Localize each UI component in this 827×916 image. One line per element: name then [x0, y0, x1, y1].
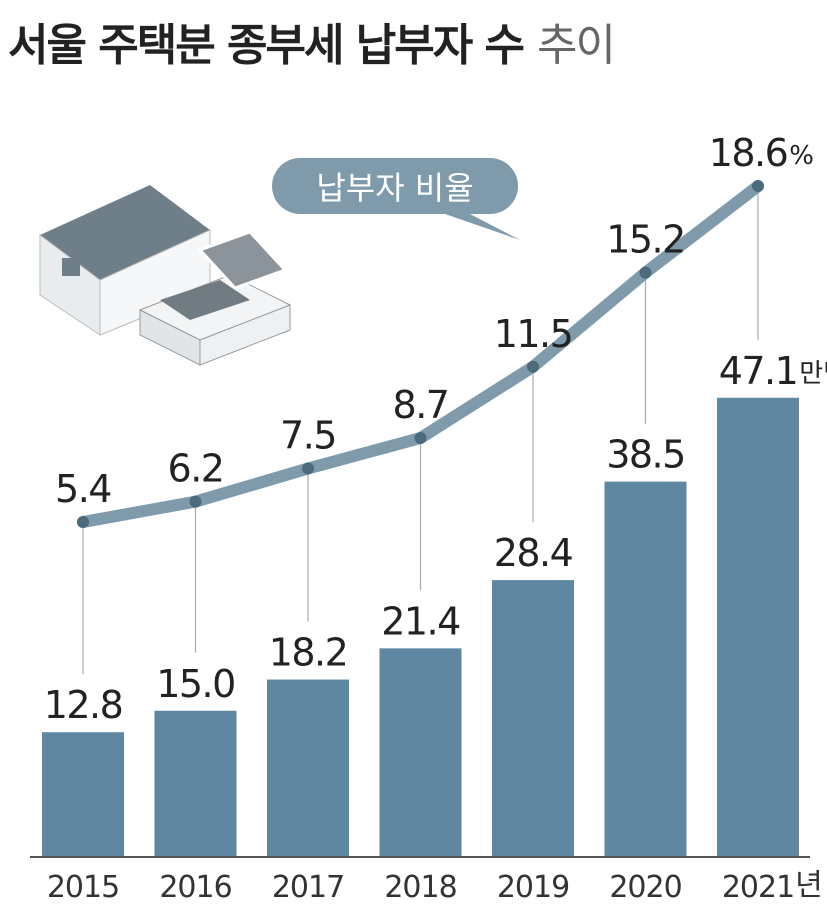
value-label: 21.4	[381, 599, 460, 643]
legend-label: 납부자 비율	[316, 169, 473, 207]
bar	[379, 648, 462, 857]
unit-label: %	[789, 141, 814, 171]
marker	[414, 432, 427, 445]
value-label: 8.7	[393, 383, 449, 427]
x-tick-label: 2016	[159, 870, 231, 905]
value-label: 12.8	[44, 683, 123, 727]
x-tick-label: 2019	[497, 870, 569, 905]
marker	[527, 360, 539, 373]
x-unit-label: 년	[795, 868, 822, 903]
value-label: 11.5	[494, 312, 573, 356]
value-label: 15.0	[156, 662, 235, 706]
value-label: 18.2	[269, 631, 348, 675]
value-label: 5.4	[55, 467, 111, 511]
value-label: 28.4	[494, 531, 573, 575]
chart-title: 서울 주택분 종부세 납부자 수	[8, 20, 524, 71]
value-label: 38.5	[606, 433, 685, 477]
marker	[752, 180, 764, 193]
legend-line: 납부자 비율	[272, 158, 520, 240]
bar	[717, 397, 799, 857]
x-tick-label: 2018	[384, 870, 456, 905]
bar	[492, 580, 574, 857]
bar	[604, 481, 687, 857]
value-label: 47.1	[719, 349, 798, 393]
value-label: 6.2	[168, 447, 224, 491]
bar	[42, 732, 124, 857]
bar	[154, 710, 237, 857]
value-label: 7.5	[280, 414, 336, 458]
chart-title-tail: 추이	[537, 20, 614, 71]
marker	[189, 495, 202, 508]
x-tick-label: 2020	[609, 870, 681, 905]
unit-label: 만명	[799, 359, 827, 389]
house-illustration	[39, 185, 292, 366]
x-tick-label: 2015	[47, 870, 119, 905]
value-label: 18.6	[709, 131, 788, 175]
marker	[302, 462, 314, 475]
value-label: 15.2	[606, 218, 685, 262]
marker	[77, 516, 89, 528]
marker	[639, 266, 652, 279]
bar	[267, 679, 349, 857]
x-tick-label: 2017	[272, 870, 344, 905]
x-tick-label: 2021	[722, 870, 794, 905]
